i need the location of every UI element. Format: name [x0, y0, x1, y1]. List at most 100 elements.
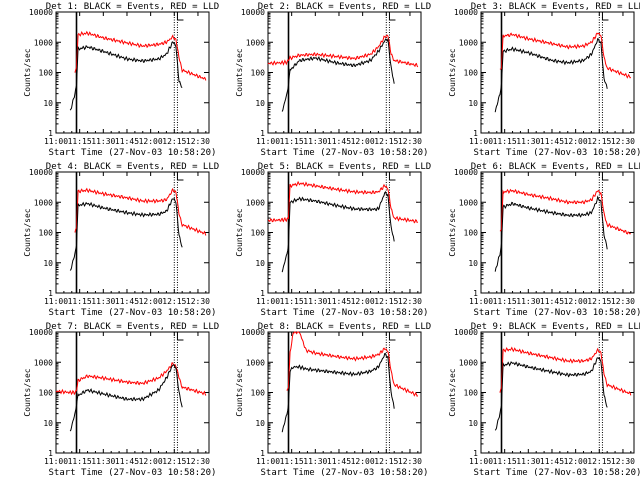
x-tick-label: 11:30 [303, 137, 327, 146]
y-tick-label: 10 [43, 259, 53, 268]
panel-title: Det 6: BLACK = Events, RED = LLD [471, 162, 640, 172]
x-tick-label: 12:15 [374, 457, 398, 466]
panel-title: Det 3: BLACK = Events, RED = LLD [471, 2, 640, 12]
series-lld-line [286, 331, 419, 397]
x-tick-label: 12:30 [611, 137, 635, 146]
x-tick-label: 11:00 [256, 457, 280, 466]
series-lld-line [267, 34, 419, 68]
series-lld-line [74, 30, 207, 81]
x-tick-label: 11:00 [44, 457, 68, 466]
series-events-line [69, 41, 183, 111]
y-tick-label: 100 [39, 69, 54, 78]
y-tick-label: 10000 [29, 8, 53, 17]
y-tick-label: 1000 [246, 358, 265, 367]
y-tick-label: 1000 [459, 198, 478, 207]
x-axis-label: Start Time (27-Nov-03 10:58:20) [261, 148, 429, 158]
x-axis-label: Start Time (27-Nov-03 10:58:20) [49, 468, 217, 478]
x-tick-label: 11:30 [91, 297, 115, 306]
y-tick-label: 1 [48, 449, 53, 458]
y-axis-label: Counts/sec [235, 208, 244, 256]
marker-bracket [601, 12, 609, 21]
y-tick-label: 10000 [454, 168, 478, 177]
x-tick-label: 11:00 [469, 457, 493, 466]
series-lld-line [267, 180, 418, 224]
y-tick-label: 1 [473, 289, 478, 298]
marker-bracket [388, 172, 396, 181]
y-tick-label: 1000 [34, 358, 53, 367]
x-tick-label: 12:00 [351, 457, 375, 466]
x-tick-label: 11:45 [327, 137, 351, 146]
x-tick-label: 11:45 [115, 297, 139, 306]
x-tick-label: 11:30 [91, 137, 115, 146]
marker-bracket [176, 172, 184, 181]
x-tick-label: 12:15 [162, 297, 186, 306]
x-tick-label: 11:30 [516, 137, 540, 146]
x-axis-label: Start Time (27-Nov-03 10:58:20) [474, 468, 640, 478]
x-tick-label: 12:30 [398, 137, 422, 146]
x-tick-label: 12:30 [398, 297, 422, 306]
y-tick-label: 1000 [34, 198, 53, 207]
x-tick-label: 12:15 [587, 297, 611, 306]
y-axis-label: Counts/sec [23, 368, 32, 416]
x-axis-label: Start Time (27-Nov-03 10:58:20) [49, 148, 217, 158]
series-lld-line [499, 32, 632, 79]
y-axis-label: Counts/sec [23, 48, 32, 96]
x-tick-label: 11:00 [44, 297, 68, 306]
y-tick-label: 100 [251, 229, 266, 238]
panel-title: Det 9: BLACK = Events, RED = LLD [471, 322, 640, 332]
y-tick-label: 100 [464, 389, 479, 398]
y-tick-label: 1 [260, 129, 265, 138]
y-tick-label: 10000 [241, 328, 265, 337]
x-tick-label: 11:45 [540, 457, 564, 466]
series-events-line [494, 195, 608, 272]
x-tick-label: 11:45 [327, 297, 351, 306]
marker-bracket [388, 332, 396, 341]
x-tick-label: 12:15 [587, 137, 611, 146]
x-tick-label: 11:15 [68, 297, 92, 306]
x-tick-label: 12:00 [139, 457, 163, 466]
x-tick-label: 12:30 [186, 137, 210, 146]
y-tick-label: 10 [255, 259, 265, 268]
x-tick-label: 11:30 [516, 297, 540, 306]
y-tick-label: 1000 [34, 38, 53, 47]
y-tick-label: 10 [43, 99, 53, 108]
series-lld-line [499, 188, 631, 235]
y-tick-label: 100 [251, 69, 266, 78]
series-lld-line [74, 187, 207, 236]
x-tick-label: 11:45 [115, 137, 139, 146]
y-tick-label: 1 [260, 289, 265, 298]
y-tick-label: 1 [48, 289, 53, 298]
y-tick-label: 10 [468, 419, 478, 428]
x-tick-label: 12:30 [398, 457, 422, 466]
y-axis-label: Counts/sec [235, 368, 244, 416]
marker-bracket [601, 332, 609, 341]
x-tick-label: 11:15 [280, 457, 304, 466]
x-axis-label: Start Time (27-Nov-03 10:58:20) [49, 308, 217, 318]
x-axis-label: Start Time (27-Nov-03 10:58:20) [474, 148, 640, 158]
x-tick-label: 11:15 [280, 297, 304, 306]
series-lld-line [499, 346, 632, 396]
panel-title: Det 5: BLACK = Events, RED = LLD [258, 162, 431, 172]
plot-frame [55, 11, 210, 134]
x-tick-label: 12:15 [587, 457, 611, 466]
y-axis-label: Counts/sec [448, 48, 457, 96]
plot-frame [267, 11, 422, 134]
y-tick-label: 10000 [241, 168, 265, 177]
x-tick-label: 12:30 [611, 457, 635, 466]
x-tick-label: 12:00 [139, 137, 163, 146]
y-tick-label: 1 [473, 449, 478, 458]
y-axis-label: Counts/sec [448, 208, 457, 256]
x-axis-label: Start Time (27-Nov-03 10:58:20) [261, 468, 429, 478]
y-axis-label: Counts/sec [448, 368, 457, 416]
x-tick-label: 11:00 [256, 297, 280, 306]
x-tick-label: 11:30 [516, 457, 540, 466]
x-tick-label: 12:30 [186, 457, 210, 466]
x-tick-label: 12:00 [139, 297, 163, 306]
x-tick-label: 12:00 [564, 457, 588, 466]
x-tick-label: 12:15 [162, 457, 186, 466]
plot-frame [480, 171, 635, 294]
x-tick-label: 11:00 [469, 297, 493, 306]
